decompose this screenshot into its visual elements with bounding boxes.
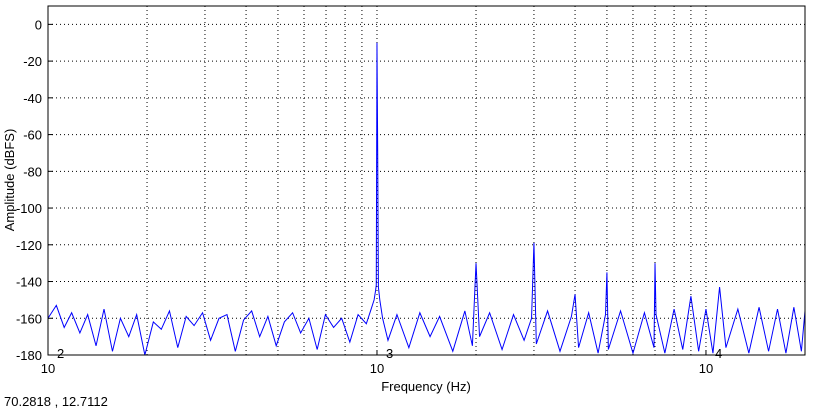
- plot-frame: [47, 5, 806, 356]
- y-axis-label: Amplitude (dBFS): [2, 129, 17, 232]
- plot-area: [48, 6, 805, 355]
- y-tick-label: -60: [23, 128, 42, 143]
- x-tick-label: 10: [370, 361, 384, 376]
- y-tick-label: -100: [16, 201, 42, 216]
- y-tick-label: -180: [16, 348, 42, 363]
- x-tick-exponent: 3: [386, 346, 393, 361]
- y-tick-label: -40: [23, 91, 42, 106]
- spectrum-line: [47, 42, 806, 356]
- y-tick-label: -120: [16, 238, 42, 253]
- y-tick-label: -20: [23, 54, 42, 69]
- x-tick-exponent: 4: [715, 346, 722, 361]
- x-tick-label: 10: [41, 361, 55, 376]
- x-axis-label: Frequency (Hz): [381, 379, 471, 394]
- y-tick-label: 0: [35, 17, 42, 32]
- y-tick-label: -80: [23, 164, 42, 179]
- y-tick-label: -140: [16, 275, 42, 290]
- y-tick-label: -160: [16, 311, 42, 326]
- x-tick-exponent: 2: [57, 346, 64, 361]
- status-text: 70.2818 , 12.7112: [4, 394, 108, 408]
- x-tick-label: 10: [699, 361, 713, 376]
